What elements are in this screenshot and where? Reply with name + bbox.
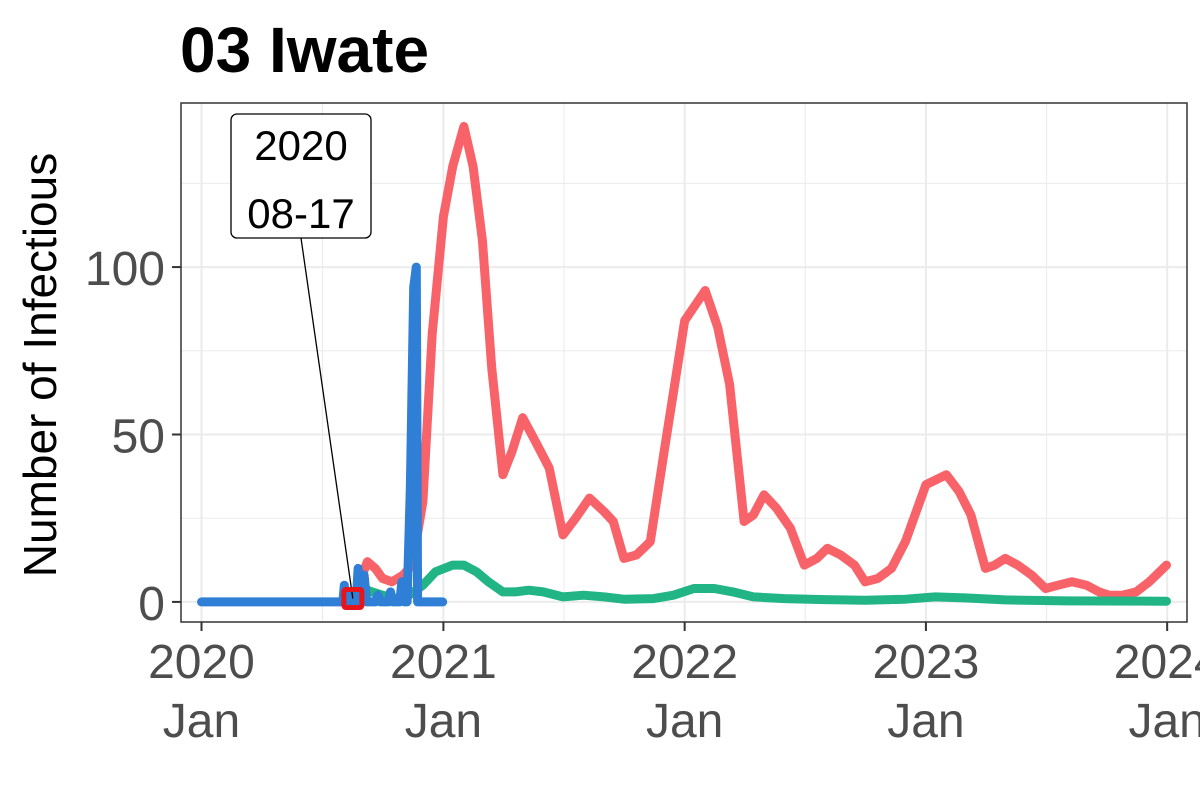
annotation-marker bbox=[341, 587, 365, 611]
x-tick-label: 2024Jan bbox=[1114, 636, 1200, 748]
annotation-box bbox=[230, 113, 372, 239]
x-tick-label: 2020 Jan bbox=[148, 636, 255, 748]
series-lines bbox=[197, 121, 1171, 607]
annotation-year: 2020 bbox=[254, 122, 347, 169]
x-tick-label: 2022 Jan bbox=[631, 636, 738, 748]
series-line-1 bbox=[348, 121, 1171, 604]
y-tick-label: 50 bbox=[112, 410, 165, 463]
x-tick-label: 2023 Jan bbox=[873, 636, 980, 748]
chart-title: 03 Iwate bbox=[180, 14, 429, 86]
annotation: 2020 08-17 bbox=[230, 113, 372, 611]
x-tick-label: 2021 Jan bbox=[390, 636, 497, 748]
y-tick-label: 100 bbox=[85, 243, 165, 296]
series-line-3 bbox=[197, 262, 448, 607]
y-axis-label: Number of Infectious bbox=[14, 153, 66, 577]
annotation-date: 08-17 bbox=[247, 190, 354, 237]
annotation-leader-line bbox=[300, 237, 354, 599]
y-tick-label: 0 bbox=[138, 578, 165, 631]
